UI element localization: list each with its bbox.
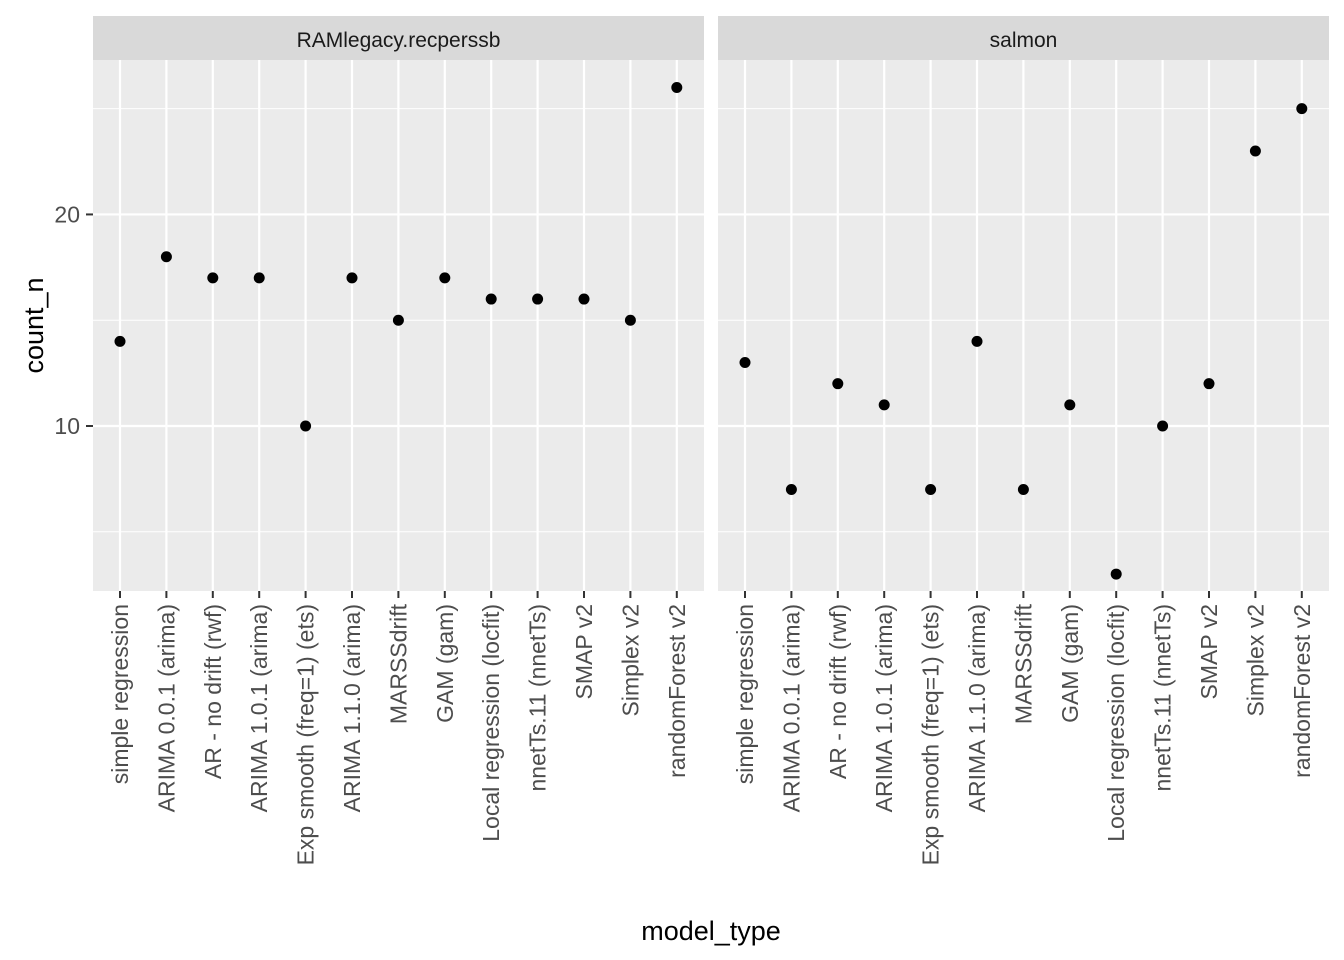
panel-1-strip xyxy=(93,16,704,60)
panel-2-point xyxy=(1296,103,1308,115)
panel-2-point xyxy=(971,335,983,347)
panel-1-x-tick-label: randomForest v2 xyxy=(664,604,690,778)
panel-1-point xyxy=(253,272,265,284)
panel-1-point xyxy=(160,251,172,263)
panel-2-x-tick-label: ARIMA 0.0.1 (arima) xyxy=(778,604,804,812)
panel-2-point xyxy=(925,483,937,495)
y-tick-label: 10 xyxy=(54,413,80,439)
panel-1-point xyxy=(624,314,636,326)
x-axis-title: model_type xyxy=(641,916,781,946)
panel-2-point xyxy=(1017,483,1029,495)
y-axis-title: count_n xyxy=(19,277,49,373)
panel-2-point xyxy=(1157,420,1169,432)
panel-2-x-tick-label: Simplex v2 xyxy=(1242,604,1268,716)
panel-1-strip-label: RAMlegacy.recperssb xyxy=(297,29,501,52)
panel-2-x-tick-label: SMAP v2 xyxy=(1196,604,1222,699)
panel-1-x-tick-label: ARIMA 0.0.1 (arima) xyxy=(153,604,179,812)
panel-2-x-tick-label: GAM (gam) xyxy=(1057,604,1083,723)
panel-1-x-tick-label: ARIMA 1.1.0 (arima) xyxy=(339,604,365,812)
panel-1-x-tick-label: nnetTs.11 (nnetTs) xyxy=(525,604,551,792)
panel-2-x-tick-label: Exp smooth (freq=1) (ets) xyxy=(918,604,944,865)
panel-1-x-tick-label: ARIMA 1.0.1 (arima) xyxy=(246,604,272,812)
panel-1-point xyxy=(346,272,358,284)
panel-2-point xyxy=(878,399,890,411)
y-tick-label: 20 xyxy=(54,201,80,227)
panel-1-x-tick-label: Exp smooth (freq=1) (ets) xyxy=(293,604,319,865)
panel-2-x-tick-label: ARIMA 1.1.0 (arima) xyxy=(964,604,990,812)
panel-1-point xyxy=(392,314,404,326)
panel-1-x-tick-label: SMAP v2 xyxy=(571,604,597,699)
panel-2-x-tick-label: Local regression (locfit) xyxy=(1103,604,1129,842)
panel-2-x-tick-label: MARSSdrift xyxy=(1010,603,1036,724)
panel-1-point xyxy=(300,420,312,432)
panel-1-point xyxy=(532,293,544,305)
panel-2-point xyxy=(832,378,844,390)
panel-2-x-tick-label: simple regression xyxy=(732,604,758,784)
panel-2-strip-label: salmon xyxy=(990,29,1058,52)
panel-1-x-tick-label: AR - no drift (rwf) xyxy=(200,604,226,779)
panel-2-point xyxy=(1064,399,1076,411)
panel-2-x-tick-label: randomForest v2 xyxy=(1289,604,1315,778)
panel-2-x-tick-label: AR - no drift (rwf) xyxy=(825,604,851,779)
panel-1-point xyxy=(114,335,126,347)
panel-1-x-tick-label: GAM (gam) xyxy=(432,604,458,723)
panel-1-point xyxy=(439,272,451,284)
panel-2-point xyxy=(739,357,751,369)
panel-1-point xyxy=(207,272,219,284)
panel-1-point xyxy=(578,293,590,305)
panel-1-x-tick-label: MARSSdrift xyxy=(385,603,411,724)
panel-2-point xyxy=(1249,145,1261,157)
panel-2-point xyxy=(1203,378,1215,390)
panel-2-strip xyxy=(718,16,1329,60)
panel-1-x-tick-label: Local regression (locfit) xyxy=(478,604,504,842)
panel-2-x-tick-label: nnetTs.11 (nnetTs) xyxy=(1150,604,1176,792)
panel-1-x-tick-label: simple regression xyxy=(107,604,133,784)
panel-2-point xyxy=(785,483,797,495)
panel-1-point xyxy=(671,82,683,94)
panel-1-point xyxy=(485,293,497,305)
panel-2-point xyxy=(1110,568,1122,580)
panel-1-x-tick-label: Simplex v2 xyxy=(617,604,643,716)
panel-2-x-tick-label: ARIMA 1.0.1 (arima) xyxy=(871,604,897,812)
